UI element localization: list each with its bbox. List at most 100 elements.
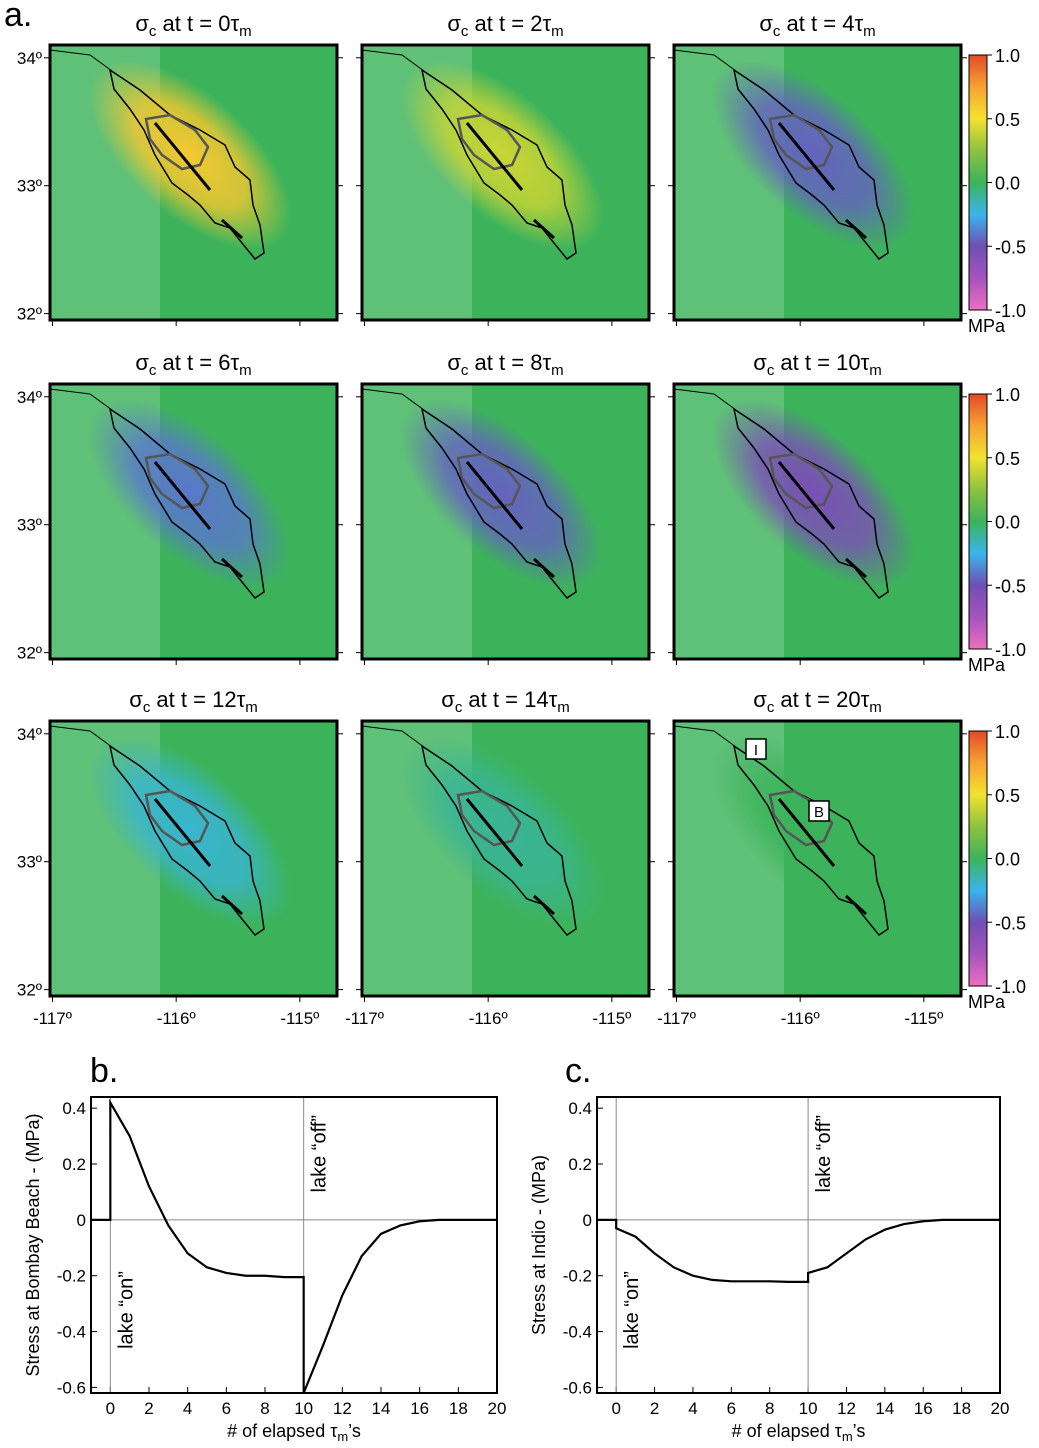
colorbar-tick-label: -0.5 <box>995 237 1026 257</box>
colorbar-tick-label: -0.5 <box>995 576 1026 596</box>
panel-label: a. <box>4 0 32 34</box>
y-tick-label: 34º <box>17 388 42 407</box>
site-label: I <box>754 742 758 759</box>
map: -117º-116º-115º34º33º32º <box>17 703 343 1028</box>
text-part: τ <box>861 350 870 375</box>
y-tick-label: 33º <box>17 177 42 196</box>
map <box>668 366 967 665</box>
text-part: σ <box>447 350 461 375</box>
map: -117º-116º-115º <box>345 703 655 1028</box>
x-tick-label: 0 <box>611 1399 620 1418</box>
x-tick-label: 18 <box>449 1399 468 1418</box>
x-axis-label: # of elapsed τm’s <box>227 1421 361 1444</box>
x-tick-label: -117º <box>33 1009 72 1028</box>
x-tick-label: 14 <box>372 1399 391 1418</box>
y-tick-label: 0.4 <box>568 1099 592 1118</box>
text-part: σ <box>129 687 143 712</box>
map: 34º33º32º <box>17 366 343 665</box>
text-part: σ <box>447 11 461 36</box>
x-tick-label: 0 <box>106 1399 115 1418</box>
colorbar-tick-label: 0.0 <box>995 513 1020 533</box>
colorbar <box>969 731 987 986</box>
text-part: at t = <box>468 11 530 36</box>
text-part: ’s <box>853 1421 866 1441</box>
y-tick-label: -0.2 <box>57 1267 86 1286</box>
text-part: τ <box>230 350 239 375</box>
map-title: σc at t = 10τm <box>753 350 882 379</box>
text-part: at t = <box>156 11 218 36</box>
colorbar-unit: MPa <box>968 992 1006 1012</box>
y-tick-label: 34º <box>17 725 42 744</box>
annotation: lake “off” <box>309 1115 331 1192</box>
text-part: 14 <box>524 687 548 712</box>
x-tick-label: -116º <box>781 1009 820 1028</box>
map-title: σc at t = 14τm <box>441 687 570 716</box>
text-part: σ <box>759 11 773 36</box>
colorbar-unit: MPa <box>968 655 1006 675</box>
text-part: 2 <box>530 11 542 36</box>
map <box>668 27 967 326</box>
text-part: m <box>863 23 876 40</box>
x-axis-label: # of elapsed τm’s <box>732 1421 866 1444</box>
text-part: 0 <box>218 11 230 36</box>
map-title: σc at t = 6τm <box>135 350 251 379</box>
colorbar-tick-label: -0.5 <box>995 913 1026 933</box>
text-part: τ <box>237 687 246 712</box>
x-tick-label: -116º <box>157 1009 196 1028</box>
text-part: m <box>337 1429 348 1444</box>
x-tick-label: -115º <box>904 1009 943 1028</box>
text-part: 6 <box>218 350 230 375</box>
text-part: σ <box>135 11 149 36</box>
x-tick-label: 10 <box>294 1399 313 1418</box>
text-part: σ <box>753 350 767 375</box>
map: -117º-116º-115ºIB <box>657 703 967 1028</box>
x-tick-label: 2 <box>650 1399 659 1418</box>
text-part: m <box>245 699 258 716</box>
colorbar-tick-label: 1.0 <box>995 385 1020 405</box>
text-part: τ <box>854 11 863 36</box>
text-part: τ <box>542 350 551 375</box>
colorbar-unit: MPa <box>968 316 1006 336</box>
y-tick-label: 0.4 <box>62 1099 86 1118</box>
text-part: τ <box>230 11 239 36</box>
annotation: lake “on” <box>115 1271 137 1349</box>
colorbar-tick-label: 0.0 <box>995 174 1020 194</box>
text-part: m <box>557 699 570 716</box>
panel-label: c. <box>565 1052 591 1090</box>
y-tick-label: -0.2 <box>563 1267 592 1286</box>
plot-frame <box>91 1097 497 1393</box>
text-part: at t = <box>156 350 218 375</box>
colorbar-tick-label: 0.0 <box>995 850 1020 870</box>
colorbar-tick-label: 0.5 <box>995 449 1020 469</box>
colorbar <box>969 55 987 310</box>
text-part: m <box>239 362 252 379</box>
map: 34º33º32º <box>17 27 343 326</box>
x-tick-label: -115º <box>592 1009 631 1028</box>
text-part: σ <box>135 350 149 375</box>
x-tick-label: 6 <box>222 1399 231 1418</box>
text-part: ’s <box>348 1421 361 1441</box>
panel-label: b. <box>90 1052 118 1090</box>
y-tick-label: -0.4 <box>57 1323 86 1342</box>
annotation: lake “off” <box>813 1115 835 1192</box>
x-tick-label: 16 <box>410 1399 429 1418</box>
x-tick-label: 12 <box>333 1399 352 1418</box>
map-title: σc at t = 8τm <box>447 350 563 379</box>
y-tick-label: 32º <box>17 644 42 663</box>
y-tick-label: -0.4 <box>563 1323 592 1342</box>
text-part: at t = <box>774 350 836 375</box>
text-part: at t = <box>468 350 530 375</box>
y-axis-label: Stress at Bombay Beach - (MPa) <box>23 1113 43 1376</box>
text-part: m <box>551 23 564 40</box>
x-tick-label: 4 <box>688 1399 697 1418</box>
x-tick-label: -115º <box>280 1009 319 1028</box>
map-title: σc at t = 2τm <box>447 11 563 40</box>
colorbar-tick-label: 0.5 <box>995 786 1020 806</box>
x-tick-label: 16 <box>914 1399 933 1418</box>
text-part: 12 <box>212 687 236 712</box>
text-part: τ <box>542 11 551 36</box>
y-axis-label: Stress at Indio - (MPa) <box>529 1155 549 1335</box>
colorbar <box>969 394 987 649</box>
text-part: m <box>869 699 882 716</box>
